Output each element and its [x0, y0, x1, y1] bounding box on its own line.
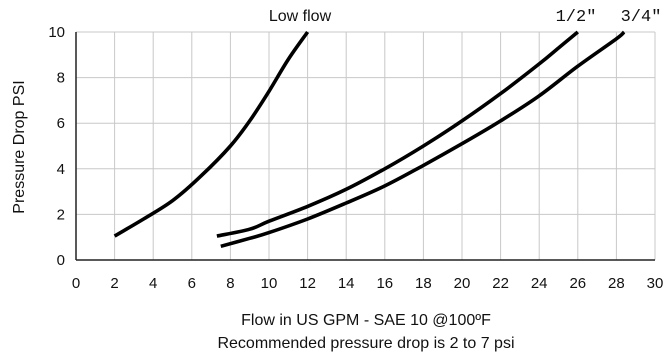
x-tick-label: 20 [454, 275, 471, 292]
x-tick-label: 12 [299, 275, 316, 292]
grid [76, 31, 656, 260]
x-tick-label: 10 [261, 275, 278, 292]
labels-group: Low flow 1/2" 3/4" Pressure Drop PSI Flo… [11, 8, 661, 352]
x-tick-label: 30 [647, 275, 664, 292]
x-tick-label: 4 [149, 275, 157, 292]
series-line-low-flow [113, 30, 310, 238]
y-axis-title: Pressure Drop PSI [11, 80, 28, 213]
y-tick-label: 10 [48, 24, 65, 41]
x-tick-label: 0 [72, 275, 80, 292]
x-tick-label: 6 [188, 275, 196, 292]
y-tick-label: 6 [57, 115, 65, 132]
series-label-half-inch: 1/2" [556, 8, 597, 27]
x-tick-label: 18 [415, 275, 432, 292]
series-group [113, 30, 626, 249]
x-tick-label: 2 [110, 275, 118, 292]
series-line-three-quarter-inch [220, 30, 626, 249]
x-tick-label: 26 [569, 275, 586, 292]
x-tick-label: 8 [226, 275, 234, 292]
x-axis-title: Flow in US GPM - SAE 10 @100ºF [241, 312, 491, 329]
y-tick-label: 4 [57, 161, 65, 178]
x-tick-label: 16 [376, 275, 393, 292]
y-tick-label: 0 [57, 252, 65, 269]
y-tick-label: 2 [57, 206, 65, 223]
x-tick-label: 24 [531, 275, 548, 292]
y-tick-label: 8 [57, 70, 65, 87]
series-label-three-quarter-inch: 3/4" [621, 8, 662, 27]
series-line-half-inch [216, 30, 579, 238]
series-label-low-flow: Low flow [269, 8, 332, 25]
recommendation-note: Recommended pressure drop is 2 to 7 psi [217, 335, 514, 352]
x-tick-label: 28 [608, 275, 625, 292]
x-tick-label: 22 [492, 275, 509, 292]
x-tick-label: 14 [338, 275, 355, 292]
